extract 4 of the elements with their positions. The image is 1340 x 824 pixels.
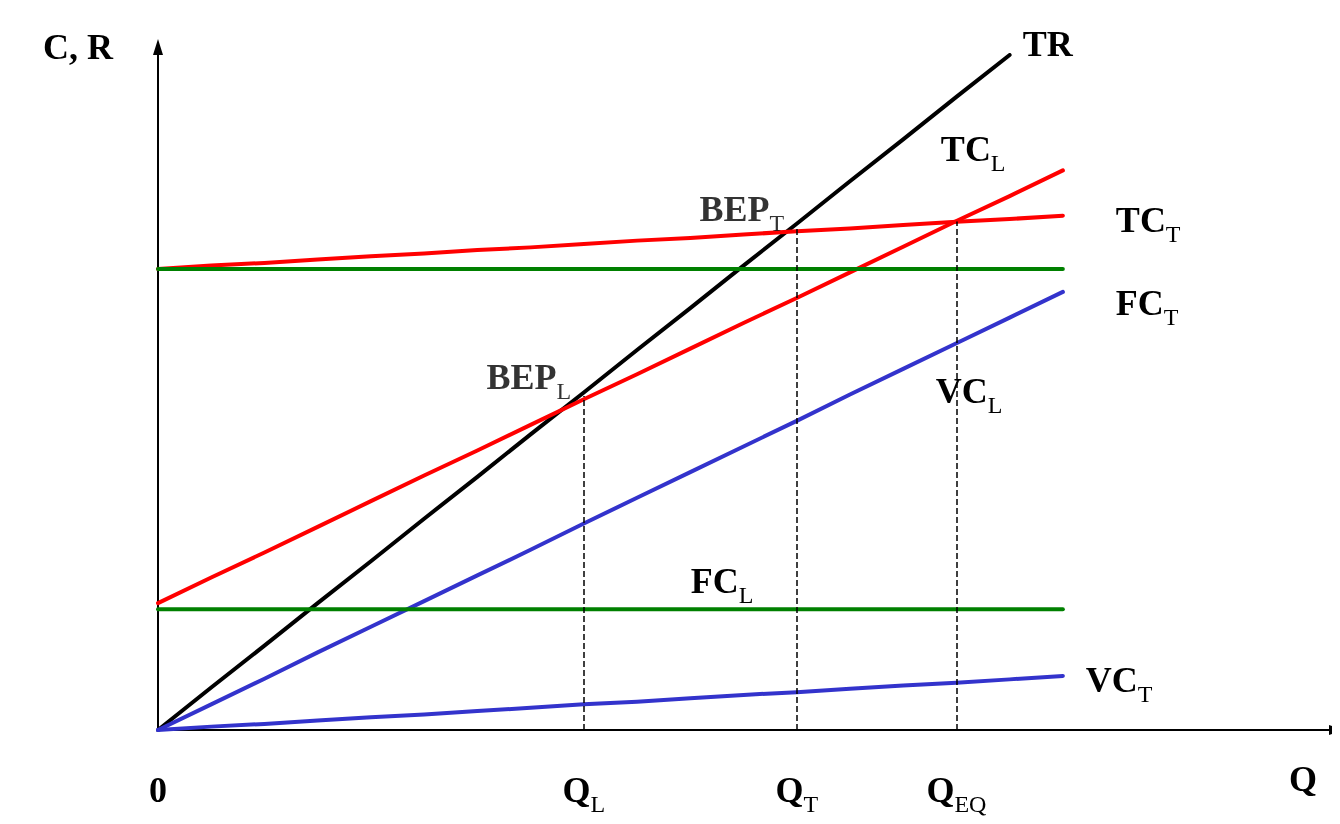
x-axis-title: Q — [1289, 759, 1318, 799]
x-tick-label: 0 — [149, 770, 167, 810]
series-label: TR — [1022, 24, 1074, 64]
y-axis-title: C, R — [43, 27, 114, 67]
